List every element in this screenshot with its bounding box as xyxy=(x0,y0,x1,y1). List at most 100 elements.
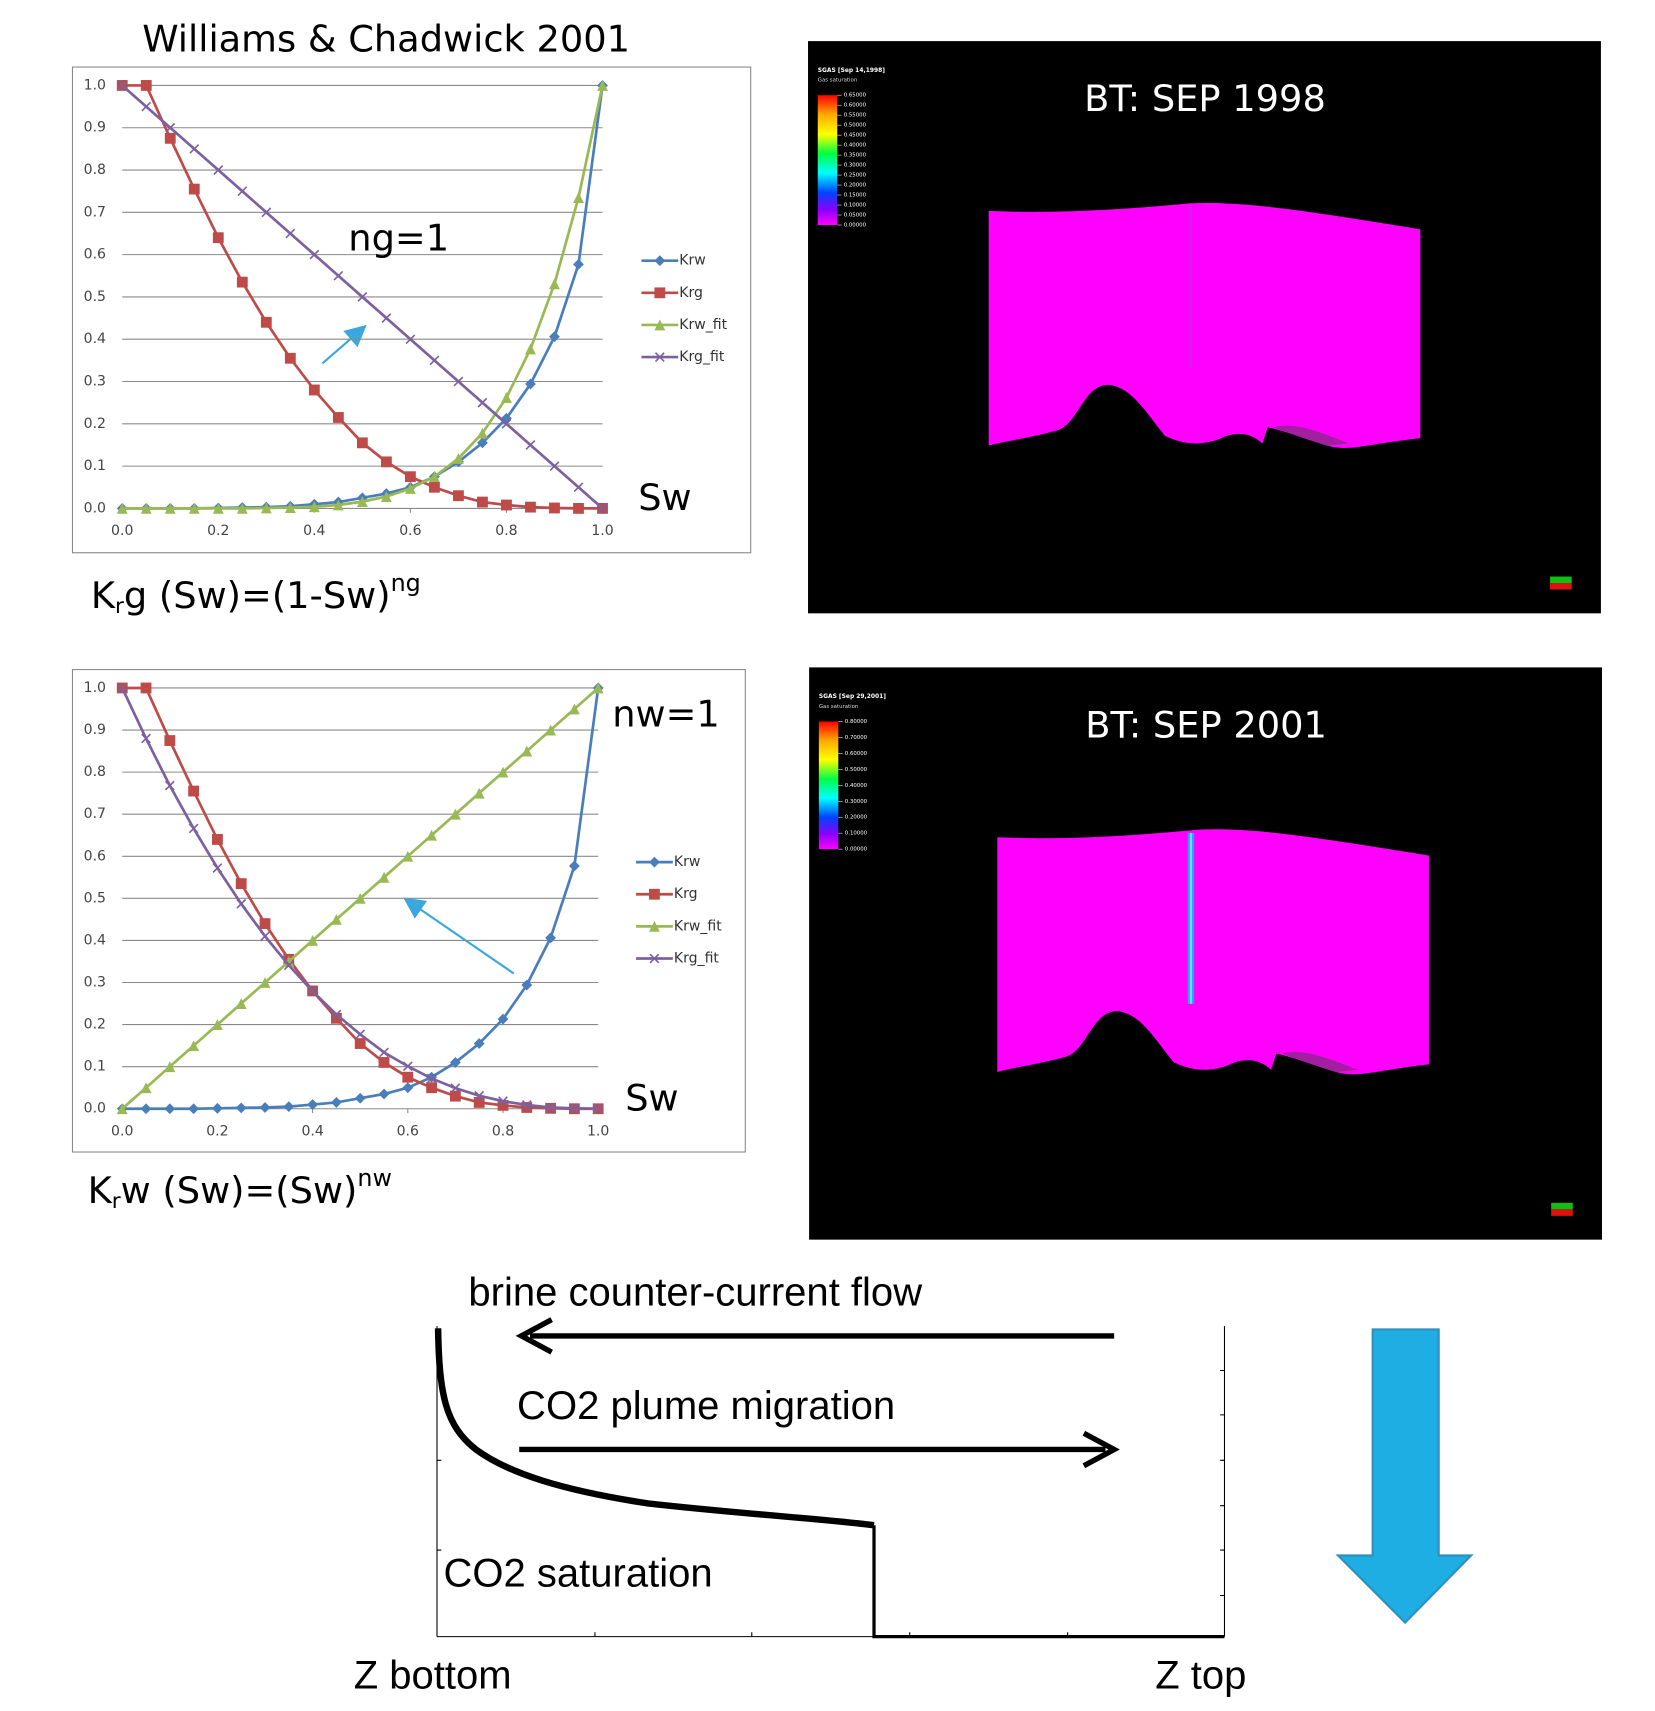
marker xyxy=(521,1100,532,1110)
marker xyxy=(501,499,512,511)
color-label: 0.00000 xyxy=(844,222,867,228)
marker xyxy=(355,1029,366,1040)
color-label: 0.60000 xyxy=(844,103,867,109)
color-bar xyxy=(817,95,838,225)
marker xyxy=(140,502,152,514)
marker xyxy=(426,1082,438,1094)
color-label: 0.40000 xyxy=(845,783,868,789)
marker xyxy=(307,986,318,997)
marker xyxy=(378,1057,390,1068)
x-tick-label: 0.6 xyxy=(399,523,421,539)
marker xyxy=(380,456,392,468)
marker xyxy=(164,735,176,746)
color-label: 0.35000 xyxy=(844,153,867,159)
chart: 0.0 0.1 0.2 0.3 0.4 0.5 0.6 0.7 0.8 0.9 1.0 0.0 0.2 0… xyxy=(84,77,728,539)
marker xyxy=(212,863,223,873)
color-label: 0.30000 xyxy=(844,163,867,169)
marker xyxy=(188,1040,200,1052)
marker xyxy=(501,418,512,429)
marker xyxy=(117,80,128,91)
marker xyxy=(378,871,390,883)
marker xyxy=(654,287,666,299)
y-tick-label: 0.6 xyxy=(84,247,106,263)
color-label: 0.55000 xyxy=(844,113,867,119)
marker xyxy=(473,1038,485,1049)
marker xyxy=(402,850,414,862)
marker xyxy=(569,1103,580,1114)
marker xyxy=(140,682,152,694)
marker xyxy=(402,1061,413,1072)
marker xyxy=(521,745,533,757)
marker xyxy=(188,785,200,797)
marker xyxy=(141,733,151,744)
marker xyxy=(333,270,344,281)
marker xyxy=(331,913,342,925)
label: CO2 plume migration xyxy=(517,1384,895,1428)
marker xyxy=(573,502,584,514)
marker xyxy=(429,355,440,366)
marker xyxy=(525,501,536,513)
formula-part: r xyxy=(115,594,124,619)
y-tick-label: 0.8 xyxy=(84,764,106,780)
marker xyxy=(213,165,224,175)
marker xyxy=(497,1099,509,1111)
marker xyxy=(525,343,536,355)
y-tick-label: 1.0 xyxy=(84,680,106,696)
marker xyxy=(308,384,320,396)
icon xyxy=(1550,583,1572,590)
marker xyxy=(236,502,248,514)
color-label: 0.05000 xyxy=(844,213,867,219)
icon xyxy=(1550,576,1572,584)
y-tick-label: 0.2 xyxy=(84,416,106,432)
panel-title: BT: SEP 1998 xyxy=(1084,77,1326,120)
marker xyxy=(235,998,247,1009)
formula-part: nw xyxy=(357,1164,392,1192)
marker xyxy=(356,437,368,449)
marker xyxy=(356,496,368,508)
marker xyxy=(573,192,584,203)
marker xyxy=(477,437,488,449)
marker xyxy=(473,1097,485,1108)
color-label: 0.10000 xyxy=(844,203,867,209)
marker xyxy=(283,960,294,971)
y-tick-label: 0.0 xyxy=(84,1101,106,1117)
formula: Krw (Sw)=(Sw)nw xyxy=(88,1164,392,1214)
marker xyxy=(474,1090,485,1101)
color-label: 0.25000 xyxy=(844,173,867,179)
x-tick-label: 0.8 xyxy=(495,523,517,539)
y-tick-label: 0.2 xyxy=(84,1017,106,1033)
down-arrow xyxy=(1335,1328,1474,1625)
marker xyxy=(525,440,536,450)
legend-label: Krw_fit xyxy=(679,317,727,333)
legend-label: Krg xyxy=(674,886,698,902)
y-tick-label: 0.5 xyxy=(84,890,106,906)
y-tick-label: 0.4 xyxy=(84,932,106,948)
co2-column xyxy=(1188,205,1193,368)
marker xyxy=(649,888,660,900)
marker xyxy=(378,1088,390,1100)
y-tick-label: 0.3 xyxy=(84,975,106,991)
legend-label: Krg xyxy=(679,285,703,301)
y-tick-label: 0.9 xyxy=(84,120,106,136)
color-bar xyxy=(818,721,839,850)
annotation: Sw xyxy=(625,1077,678,1120)
marker xyxy=(283,1101,295,1113)
marker xyxy=(453,490,464,502)
flow-arrow xyxy=(1082,1430,1120,1469)
legend-label: Krw xyxy=(674,854,700,870)
marker xyxy=(521,1102,533,1113)
marker xyxy=(164,132,176,144)
marker xyxy=(188,823,199,834)
y-tick-label: 0.1 xyxy=(84,1059,106,1075)
marker xyxy=(284,502,296,513)
marker xyxy=(404,483,416,494)
marker xyxy=(573,258,584,270)
marker xyxy=(654,319,666,331)
marker xyxy=(450,1083,461,1094)
marker xyxy=(654,352,665,362)
marker xyxy=(188,502,200,514)
marker xyxy=(473,787,485,799)
y-tick-label: 0.8 xyxy=(84,162,106,178)
marker xyxy=(260,931,270,942)
marker xyxy=(284,352,296,364)
